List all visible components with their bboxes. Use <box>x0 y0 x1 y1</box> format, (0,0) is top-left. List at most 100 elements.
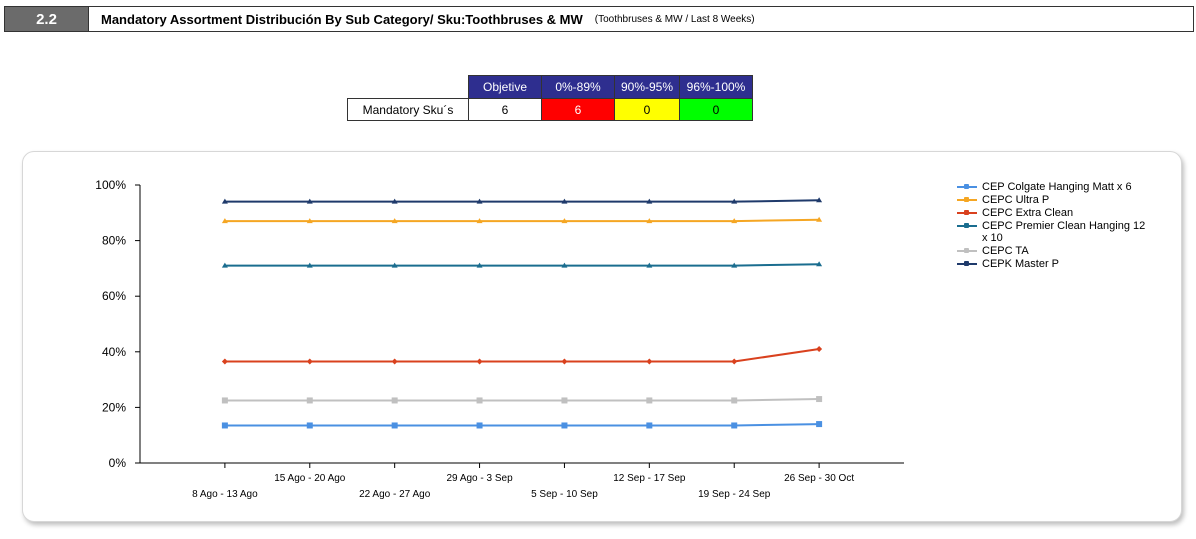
section-number: 2.2 <box>5 7 89 31</box>
data-point <box>646 358 653 365</box>
legend-label: CEPC Ultra P <box>982 194 1050 206</box>
legend-label: CEP Colgate Hanging Matt x 6 <box>982 181 1132 193</box>
legend-swatch <box>957 181 977 193</box>
legend-label: CEPC Extra Clean <box>982 207 1074 219</box>
legend-label: CEPC TA <box>982 245 1029 257</box>
data-point <box>816 346 823 353</box>
data-point <box>646 198 653 204</box>
legend-swatch <box>957 220 977 232</box>
data-point <box>816 396 823 403</box>
data-point <box>816 216 823 222</box>
legend-item: CEPC Extra Clean <box>957 207 1147 219</box>
summary-table: Objetive 0%-89% 90%-95% 96%-100% Mandato… <box>347 75 753 121</box>
x-tick-label: 22 Ago - 27 Ago <box>359 489 431 500</box>
value-objetive: 6 <box>468 98 542 121</box>
data-point <box>391 358 398 365</box>
legend-item: CEP Colgate Hanging Matt x 6 <box>957 181 1147 193</box>
series-line <box>224 423 820 427</box>
header-range-high: 96%-100% <box>679 75 753 99</box>
value-range-low: 6 <box>541 98 615 121</box>
legend-swatch <box>957 207 977 219</box>
data-point <box>561 262 568 268</box>
data-point <box>646 397 653 404</box>
data-point <box>306 422 313 429</box>
legend-swatch <box>957 194 977 206</box>
value-range-high: 0 <box>679 98 753 121</box>
y-tick-label: 0% <box>109 456 127 470</box>
summary-header-row: Objetive 0%-89% 90%-95% 96%-100% <box>348 75 753 99</box>
summary-data-row: Mandatory Sku´s 6 6 0 0 <box>347 98 753 121</box>
data-point <box>306 358 313 365</box>
value-range-mid: 0 <box>614 98 680 121</box>
section-subtitle: (Toothbruses & MW / Last 8 Weeks) <box>594 13 755 25</box>
data-point <box>391 218 398 224</box>
data-point <box>816 421 823 428</box>
row-label: Mandatory Sku´s <box>347 98 469 121</box>
data-point <box>731 262 738 268</box>
data-point <box>391 422 398 429</box>
legend-swatch <box>957 245 977 257</box>
legend-item: CEPC Ultra P <box>957 194 1147 206</box>
chart-panel <box>22 151 1182 522</box>
data-point <box>221 422 228 429</box>
series-line <box>224 263 820 267</box>
data-point <box>306 198 313 204</box>
data-point <box>731 397 738 404</box>
data-point <box>306 397 313 404</box>
data-point <box>731 198 738 204</box>
series-line <box>224 199 820 203</box>
data-point <box>561 397 568 404</box>
x-tick-label: 19 Sep - 24 Sep <box>698 489 771 500</box>
data-point <box>476 358 483 365</box>
legend-label: CEPK Master P <box>982 258 1060 270</box>
legend-label: CEPC Premier Clean Hanging 12 x 10 <box>982 220 1146 244</box>
legend-item: CEPC Premier Clean Hanging 12 x 10 <box>957 220 1147 244</box>
data-point <box>646 422 653 429</box>
series-line <box>224 398 820 402</box>
series-line <box>224 348 820 363</box>
x-tick-label: 8 Ago - 13 Ago <box>192 489 258 500</box>
data-point <box>646 218 653 224</box>
legend-item: CEPC TA <box>957 245 1147 257</box>
data-point <box>561 218 568 224</box>
data-point <box>731 358 738 365</box>
data-point <box>221 198 228 204</box>
data-point <box>476 198 483 204</box>
data-point <box>731 422 738 429</box>
x-tick-label: 29 Ago - 3 Sep <box>446 473 513 484</box>
legend-item: CEPK Master P <box>957 258 1147 270</box>
header-objetive: Objetive <box>468 75 542 99</box>
series-line <box>224 218 820 223</box>
data-point <box>816 197 823 203</box>
data-point <box>221 218 228 224</box>
data-point <box>391 198 398 204</box>
data-point <box>561 358 568 365</box>
y-tick-label: 60% <box>102 289 126 303</box>
data-point <box>646 262 653 268</box>
data-point <box>221 358 228 365</box>
data-point <box>731 218 738 224</box>
data-point <box>561 422 568 429</box>
data-point <box>816 261 823 267</box>
data-point <box>306 218 313 224</box>
x-tick-label: 12 Sep - 17 Sep <box>613 473 686 484</box>
data-point <box>391 397 398 404</box>
header-range-low: 0%-89% <box>541 75 615 99</box>
section-title: Mandatory Assortment Distribución By Sub… <box>101 11 583 27</box>
data-point <box>306 262 313 268</box>
chart-legend: CEP Colgate Hanging Matt x 6 CEPC Ultra P… <box>957 181 1147 271</box>
data-point <box>221 262 228 268</box>
x-tick-label: 5 Sep - 10 Sep <box>531 489 598 500</box>
data-point <box>391 262 398 268</box>
data-point <box>561 198 568 204</box>
section-header: 2.2 Mandatory Assortment Distribución By… <box>4 6 1194 32</box>
y-tick-label: 100% <box>95 178 126 192</box>
data-point <box>476 397 483 404</box>
y-tick-label: 20% <box>102 400 126 414</box>
x-tick-label: 15 Ago - 20 Ago <box>274 473 346 484</box>
data-point <box>221 397 228 404</box>
data-point <box>476 218 483 224</box>
y-tick-label: 40% <box>102 345 126 359</box>
data-point <box>476 262 483 268</box>
